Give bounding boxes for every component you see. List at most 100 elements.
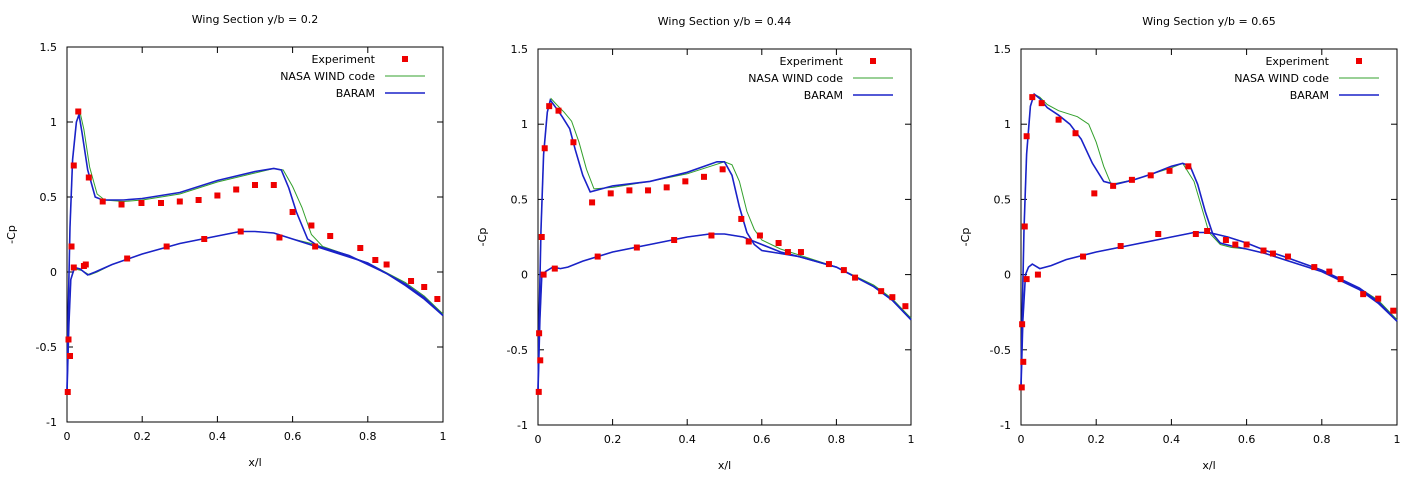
experiment-point <box>671 237 678 244</box>
experiment-point <box>68 243 75 250</box>
experiment-point <box>535 388 542 395</box>
experiment-point <box>1147 172 1154 179</box>
plot-frame <box>537 48 912 426</box>
experiment-point <box>1243 241 1250 248</box>
experiment-point <box>825 261 832 268</box>
experiment-point <box>551 265 558 272</box>
experiment-point <box>540 271 547 278</box>
x-tick-label: 0.2 <box>1087 433 1105 446</box>
x-tick-label: 0.6 <box>753 433 771 446</box>
experiment-point <box>233 186 240 193</box>
series-line-nasa-wind-upper <box>66 111 444 393</box>
series-line-baram-lower <box>1020 231 1398 388</box>
series-line-nasa-wind-lower <box>66 231 444 393</box>
experiment-point <box>1072 130 1079 137</box>
series-line-baram-upper <box>537 98 912 392</box>
legend-label: NASA WIND code <box>748 72 843 85</box>
experiment-point <box>1117 243 1124 250</box>
x-tick-label: 0 <box>64 430 71 443</box>
legend-label: NASA WIND code <box>280 70 375 83</box>
experiment-point <box>784 249 791 256</box>
experiment-point <box>1269 250 1276 257</box>
experiment-point <box>1192 230 1199 237</box>
experiment-point <box>719 166 726 173</box>
x-tick-label: 1 <box>440 430 447 443</box>
y-tick-label: -1 <box>46 416 57 429</box>
experiment-point <box>1023 133 1030 140</box>
y-tick-label: 1 <box>521 118 528 131</box>
chart-panel: Wing Section y/b = 0.2 0 0.2 0.4 0.6 0.8 1 -1 -0… <box>5 13 447 469</box>
experiment-point <box>80 263 87 269</box>
legend-label: Experiment <box>1265 55 1329 68</box>
plot-area <box>64 108 444 395</box>
experiment-point <box>756 232 763 239</box>
series-line-baram-lower <box>537 233 912 392</box>
experiment-point <box>1155 230 1162 237</box>
experiment-point <box>852 274 859 281</box>
experiment-point <box>541 145 548 152</box>
experiment-point <box>1326 268 1333 275</box>
experiment-point <box>276 234 283 241</box>
x-tick-label: 0.8 <box>828 433 846 446</box>
experiment-point <box>158 200 164 206</box>
x-tick-label: 0 <box>535 433 542 446</box>
legend-marker <box>402 56 408 62</box>
experiment-point <box>237 228 244 235</box>
experiment-point <box>1020 358 1027 365</box>
experiment-point <box>1110 182 1117 189</box>
series-line-baram-upper <box>66 114 444 393</box>
y-tick-label: -1 <box>1000 419 1011 432</box>
experiment-point <box>67 353 74 359</box>
experiment-point <box>1019 321 1026 328</box>
plot-area <box>535 97 912 395</box>
x-tick-label: 0.8 <box>1313 433 1331 446</box>
y-axis-label: -Cp <box>476 228 489 247</box>
experiment-point <box>372 257 379 263</box>
legend-marker <box>870 58 876 64</box>
series-line-baram-upper <box>1020 92 1398 388</box>
experiment-point <box>70 162 77 169</box>
y-tick-label: 0 <box>50 266 57 279</box>
experiment-point <box>312 243 319 250</box>
chart-title: Wing Section y/b = 0.2 <box>192 13 318 26</box>
experiment-point <box>252 182 258 188</box>
x-tick-label: 0.4 <box>678 433 696 446</box>
experiment-point <box>840 267 847 274</box>
experiment-point <box>1034 271 1041 278</box>
series-line-nasa-wind-upper <box>1020 93 1398 388</box>
experiment-point <box>124 255 131 262</box>
chart-title: Wing Section y/b = 0.65 <box>1142 15 1275 28</box>
experiment-point <box>1204 227 1211 234</box>
y-axis-label: -Cp <box>959 228 972 247</box>
experiment-point <box>1023 276 1030 283</box>
x-tick-label: 0.2 <box>604 433 622 446</box>
y-tick-label: 1 <box>50 116 57 129</box>
x-tick-label: 0.4 <box>1163 433 1181 446</box>
x-tick-label: 1 <box>1394 433 1401 446</box>
x-tick-label: 0.4 <box>209 430 227 443</box>
y-tick-label: -0.5 <box>507 344 528 357</box>
experiment-point <box>594 253 601 260</box>
x-tick-label: 0.6 <box>1238 433 1256 446</box>
experiment-point <box>555 107 562 114</box>
experiment-point <box>633 244 640 251</box>
experiment-point <box>775 240 782 247</box>
legend-label: BARAM <box>1290 89 1329 102</box>
series-line-nasa-wind-upper <box>537 97 912 392</box>
experiment-point <box>1166 167 1173 174</box>
experiment-point <box>201 236 208 242</box>
experiment-point <box>138 200 145 206</box>
experiment-point <box>589 199 596 206</box>
experiment-point <box>537 357 544 364</box>
experiment-point <box>1311 264 1318 271</box>
legend-label: Experiment <box>311 53 375 66</box>
experiment-point <box>607 190 614 197</box>
legend-label: Experiment <box>779 55 843 68</box>
experiment-point <box>902 303 909 310</box>
experiment-point <box>1055 116 1062 123</box>
y-tick-label: -0.5 <box>990 344 1011 357</box>
experiment-point <box>1375 295 1382 302</box>
experiment-point <box>421 284 428 290</box>
experiment-point <box>1360 291 1367 298</box>
